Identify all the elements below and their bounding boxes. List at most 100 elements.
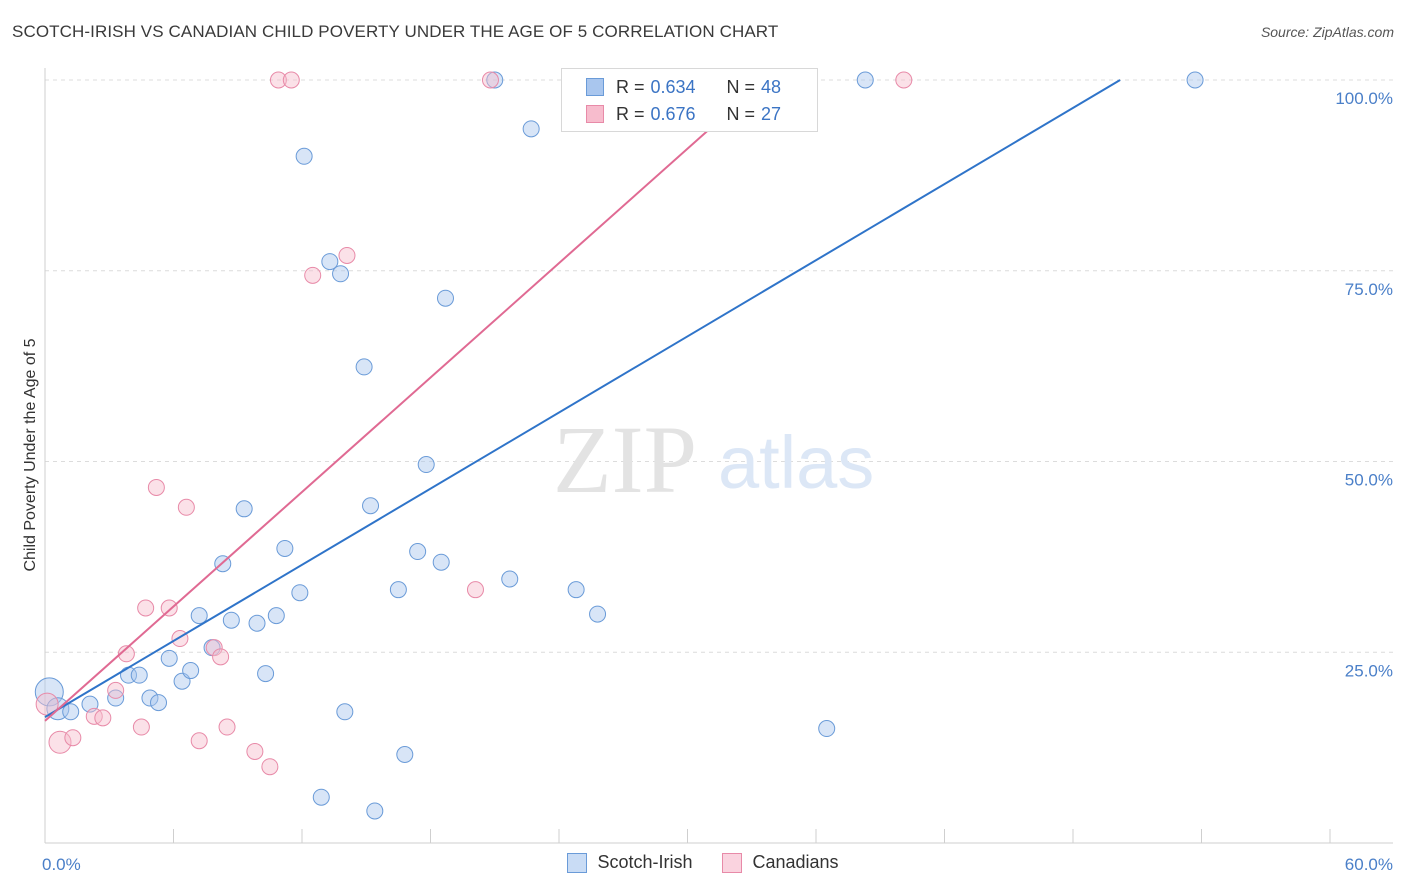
point-scotch-irish bbox=[150, 694, 168, 712]
point-scotch-irish bbox=[501, 570, 519, 588]
trend-line-canadians bbox=[44, 79, 766, 722]
legend-n-value: 48 bbox=[761, 76, 782, 97]
legend-row-scotch-irish: R = 0.634 N = 48 bbox=[586, 75, 781, 99]
point-scotch-irish bbox=[362, 497, 380, 515]
legend-item-canadians[interactable]: Canadians bbox=[722, 852, 839, 873]
point-scotch-irish bbox=[190, 607, 208, 625]
legend-n-label: N = bbox=[726, 76, 756, 97]
point-scotch-irish bbox=[432, 553, 450, 571]
legend-r-value: 0.634 bbox=[650, 76, 696, 97]
legend-item-scotch-irish[interactable]: Scotch-Irish bbox=[567, 852, 692, 873]
legend-row-canadians: R = 0.676 N = 27 bbox=[586, 102, 781, 126]
y-tick-label: 50.0% bbox=[1345, 471, 1393, 490]
chart-title: SCOTCH-IRISH VS CANADIAN CHILD POVERTY U… bbox=[12, 22, 779, 41]
point-canadians bbox=[269, 71, 287, 89]
legend-r-label: R = bbox=[616, 103, 645, 124]
point-scotch-irish bbox=[62, 703, 80, 721]
legend-n-value: 27 bbox=[761, 103, 782, 124]
point-scotch-irish bbox=[355, 358, 373, 376]
point-canadians bbox=[261, 758, 279, 776]
point-scotch-irish bbox=[295, 147, 313, 165]
legend-label-canadians: Canadians bbox=[752, 852, 839, 872]
point-scotch-irish bbox=[856, 71, 874, 89]
point-scotch-irish bbox=[486, 71, 504, 89]
point-scotch-irish bbox=[291, 584, 309, 602]
legend-label-scotch-irish: Scotch-Irish bbox=[597, 852, 693, 872]
legend-r-value: 0.676 bbox=[650, 103, 696, 124]
correlation-legend: R = 0.634 N = 48 R = 0.676 N = 27 bbox=[561, 68, 818, 132]
point-canadians bbox=[466, 581, 484, 599]
point-canadians bbox=[218, 718, 236, 736]
point-scotch-irish bbox=[332, 265, 350, 283]
legend-r-label: R = bbox=[616, 76, 645, 97]
point-scotch-irish bbox=[389, 581, 407, 599]
watermark: ZIP atlas bbox=[553, 406, 874, 513]
point-canadians bbox=[107, 681, 125, 699]
point-canadians bbox=[205, 639, 223, 657]
point-canadians bbox=[160, 599, 178, 617]
point-canadians bbox=[94, 709, 112, 727]
grid-lines bbox=[45, 79, 1393, 653]
point-canadians bbox=[132, 718, 150, 736]
y-tick-label: 25.0% bbox=[1345, 661, 1393, 680]
point-scotch-irish bbox=[160, 649, 178, 667]
x-tick-label: 60.0% bbox=[1345, 855, 1393, 874]
point-scotch-irish bbox=[396, 745, 414, 763]
trend-line-scotch-irish bbox=[44, 79, 1121, 718]
point-canadians bbox=[895, 71, 913, 89]
point-scotch-irish bbox=[276, 539, 294, 557]
point-scotch-irish bbox=[409, 543, 427, 561]
point-scotch-irish bbox=[436, 289, 454, 307]
point-scotch-irish bbox=[417, 456, 435, 474]
axes bbox=[44, 68, 1393, 844]
point-canadians bbox=[85, 707, 103, 725]
point-canadians bbox=[64, 729, 82, 747]
point-scotch-irish bbox=[141, 689, 159, 707]
point-canadians bbox=[48, 730, 72, 754]
point-canadians bbox=[117, 645, 135, 663]
y-axis-label: Child Poverty Under the Age of 5 bbox=[22, 338, 39, 571]
point-canadians bbox=[304, 266, 322, 284]
point-canadians bbox=[147, 478, 165, 496]
legend-swatch-scotch-irish bbox=[567, 852, 588, 873]
point-scotch-irish bbox=[522, 120, 540, 138]
x-tick-label: 0.0% bbox=[42, 855, 81, 874]
legend-n-label: N = bbox=[726, 103, 756, 124]
point-scotch-irish bbox=[321, 253, 339, 271]
point-scotch-irish bbox=[312, 788, 330, 806]
point-scotch-irish bbox=[589, 605, 607, 623]
point-canadians bbox=[212, 648, 230, 666]
point-scotch-irish bbox=[130, 666, 148, 684]
source-label: Source: ZipAtlas.com bbox=[1260, 24, 1394, 40]
series-legend: Scotch-Irish Canadians bbox=[0, 852, 1406, 873]
point-canadians bbox=[282, 71, 300, 89]
trend-lines bbox=[44, 79, 1121, 722]
legend-swatch-canadians bbox=[586, 105, 604, 123]
point-scotch-irish bbox=[182, 662, 200, 680]
point-scotch-irish bbox=[366, 802, 384, 820]
point-scotch-irish bbox=[222, 611, 240, 629]
point-scotch-irish bbox=[235, 500, 253, 518]
y-tick-label: 100.0% bbox=[1335, 89, 1393, 108]
tick-labels: 25.0% 50.0% 75.0% 100.0% 0.0% 60.0% bbox=[42, 89, 1393, 874]
watermark-zip: ZIP bbox=[553, 406, 697, 513]
y-tick-label: 75.0% bbox=[1345, 280, 1393, 299]
legend-swatch-scotch-irish bbox=[586, 78, 604, 96]
data-points bbox=[34, 71, 1204, 820]
point-canadians bbox=[246, 742, 264, 760]
point-canadians bbox=[137, 599, 155, 617]
point-canadians bbox=[481, 71, 499, 89]
point-canadians bbox=[177, 498, 195, 516]
legend-swatch-canadians bbox=[722, 852, 743, 873]
point-scotch-irish bbox=[567, 581, 585, 599]
point-scotch-irish bbox=[818, 720, 836, 738]
point-scotch-irish bbox=[34, 677, 64, 707]
point-canadians bbox=[190, 732, 208, 750]
point-scotch-irish bbox=[1186, 71, 1204, 89]
point-scotch-irish bbox=[257, 665, 275, 683]
point-scotch-irish bbox=[267, 607, 285, 625]
point-scotch-irish bbox=[248, 614, 266, 632]
point-scotch-irish bbox=[336, 703, 354, 721]
point-canadians bbox=[338, 246, 356, 264]
